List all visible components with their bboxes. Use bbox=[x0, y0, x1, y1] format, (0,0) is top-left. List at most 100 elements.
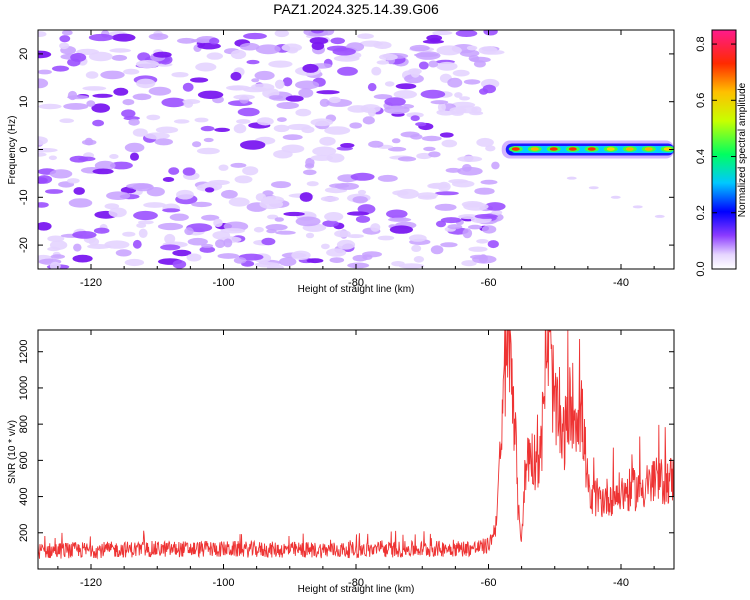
noise-blob bbox=[470, 254, 488, 260]
band-tail bbox=[610, 195, 621, 199]
noise-blob bbox=[480, 179, 498, 185]
noise-blob bbox=[479, 88, 489, 95]
noise-blob bbox=[88, 51, 113, 62]
noise-blob bbox=[136, 223, 147, 228]
noise-blob bbox=[38, 31, 47, 37]
noise-blob bbox=[124, 142, 145, 153]
band-tail bbox=[566, 176, 577, 180]
noise-blob bbox=[371, 66, 382, 76]
noise-blob bbox=[432, 30, 453, 36]
noise-blob bbox=[201, 243, 214, 248]
x-tick-label: -40 bbox=[613, 277, 629, 289]
noise-blob bbox=[236, 119, 251, 124]
noise-blob bbox=[476, 239, 489, 244]
noise-blob bbox=[312, 146, 337, 156]
noise-blob bbox=[47, 235, 65, 242]
noise-blob bbox=[191, 201, 213, 208]
noise-blob bbox=[221, 189, 238, 199]
noise-blob bbox=[388, 146, 407, 152]
noise-blob bbox=[310, 118, 334, 127]
snr-trace bbox=[38, 330, 674, 560]
x-tick-label: -120 bbox=[80, 577, 102, 589]
noise-blob bbox=[85, 71, 99, 79]
noise-blob bbox=[487, 240, 499, 249]
noise-blob bbox=[352, 196, 368, 204]
noise-blob bbox=[310, 154, 334, 161]
noise-blob bbox=[397, 156, 417, 162]
noise-blob bbox=[182, 167, 196, 176]
noise-blob bbox=[466, 45, 478, 51]
noise-blob bbox=[72, 254, 93, 263]
noise-blob bbox=[429, 37, 441, 43]
colorbar-axes: 0.0 0.2 0.4 0.6 0.8 bbox=[695, 36, 736, 277]
noise-blob bbox=[132, 239, 142, 249]
noise-blob bbox=[386, 209, 408, 219]
noise-blob bbox=[454, 92, 463, 98]
noise-blob bbox=[242, 166, 259, 176]
noise-blob bbox=[92, 93, 113, 98]
noise-blob bbox=[440, 242, 458, 248]
noise-blob bbox=[213, 218, 223, 228]
noise-blob bbox=[67, 178, 80, 184]
y-tick-label: 1000 bbox=[18, 376, 30, 400]
noise-blob bbox=[324, 212, 344, 222]
x-tick-label: -60 bbox=[481, 577, 497, 589]
noise-blob bbox=[268, 60, 293, 68]
noise-blob bbox=[196, 147, 220, 155]
colorbar-tick-label: 0.0 bbox=[695, 261, 707, 276]
noise-blob bbox=[246, 59, 260, 65]
snr-xlabel: Height of straight line (km) bbox=[298, 584, 415, 595]
noise-blob bbox=[484, 202, 506, 211]
noise-blob bbox=[377, 174, 398, 182]
noise-blob bbox=[347, 105, 369, 113]
noise-blob bbox=[271, 181, 291, 189]
y-tick-label: -20 bbox=[18, 237, 30, 253]
noise-blob bbox=[463, 79, 481, 85]
noise-blob bbox=[192, 141, 202, 148]
noise-blob bbox=[255, 44, 281, 55]
noise-blob bbox=[199, 246, 216, 253]
noise-blob bbox=[427, 182, 449, 189]
noise-blob bbox=[269, 95, 284, 100]
noise-blob bbox=[148, 33, 169, 40]
noise-blob bbox=[59, 42, 70, 50]
noise-blob bbox=[281, 144, 305, 154]
noise-blob bbox=[111, 54, 128, 61]
noise-blob bbox=[233, 257, 247, 264]
x-tick-label: -40 bbox=[613, 577, 629, 589]
spectrogram-plot bbox=[38, 30, 674, 269]
noise-blob bbox=[298, 88, 314, 98]
noise-blob bbox=[384, 97, 406, 107]
noise-blob bbox=[176, 189, 194, 200]
noise-blob bbox=[38, 202, 49, 208]
noise-blob bbox=[357, 33, 374, 39]
noise-blob bbox=[440, 217, 462, 224]
noise-blob bbox=[169, 213, 189, 221]
noise-blob bbox=[251, 78, 260, 83]
noise-blob bbox=[274, 217, 284, 222]
noise-blob bbox=[109, 161, 133, 170]
noise-blob bbox=[124, 258, 145, 267]
spectrogram-xlabel: Height of straight line (km) bbox=[298, 284, 415, 295]
noise-blob bbox=[384, 81, 395, 87]
band-tail bbox=[632, 205, 643, 209]
noise-blob bbox=[70, 52, 87, 62]
noise-blob bbox=[392, 190, 409, 196]
noise-blob bbox=[243, 32, 267, 40]
noise-blob bbox=[457, 156, 483, 162]
noise-blob bbox=[144, 132, 170, 140]
noise-blob bbox=[319, 98, 330, 107]
noise-blob bbox=[82, 86, 107, 91]
noise-blob bbox=[68, 198, 93, 208]
noise-blob bbox=[233, 123, 247, 134]
noise-blob bbox=[209, 37, 220, 45]
noise-blob bbox=[478, 46, 498, 55]
noise-blob bbox=[63, 103, 89, 110]
colorbar-tick-label: 0.8 bbox=[695, 36, 707, 51]
noise-blob bbox=[320, 196, 339, 202]
noise-blob bbox=[468, 246, 488, 252]
noise-blob bbox=[254, 70, 275, 81]
noise-blob bbox=[391, 138, 401, 144]
noise-blob bbox=[377, 235, 395, 241]
noise-blob bbox=[109, 154, 119, 159]
